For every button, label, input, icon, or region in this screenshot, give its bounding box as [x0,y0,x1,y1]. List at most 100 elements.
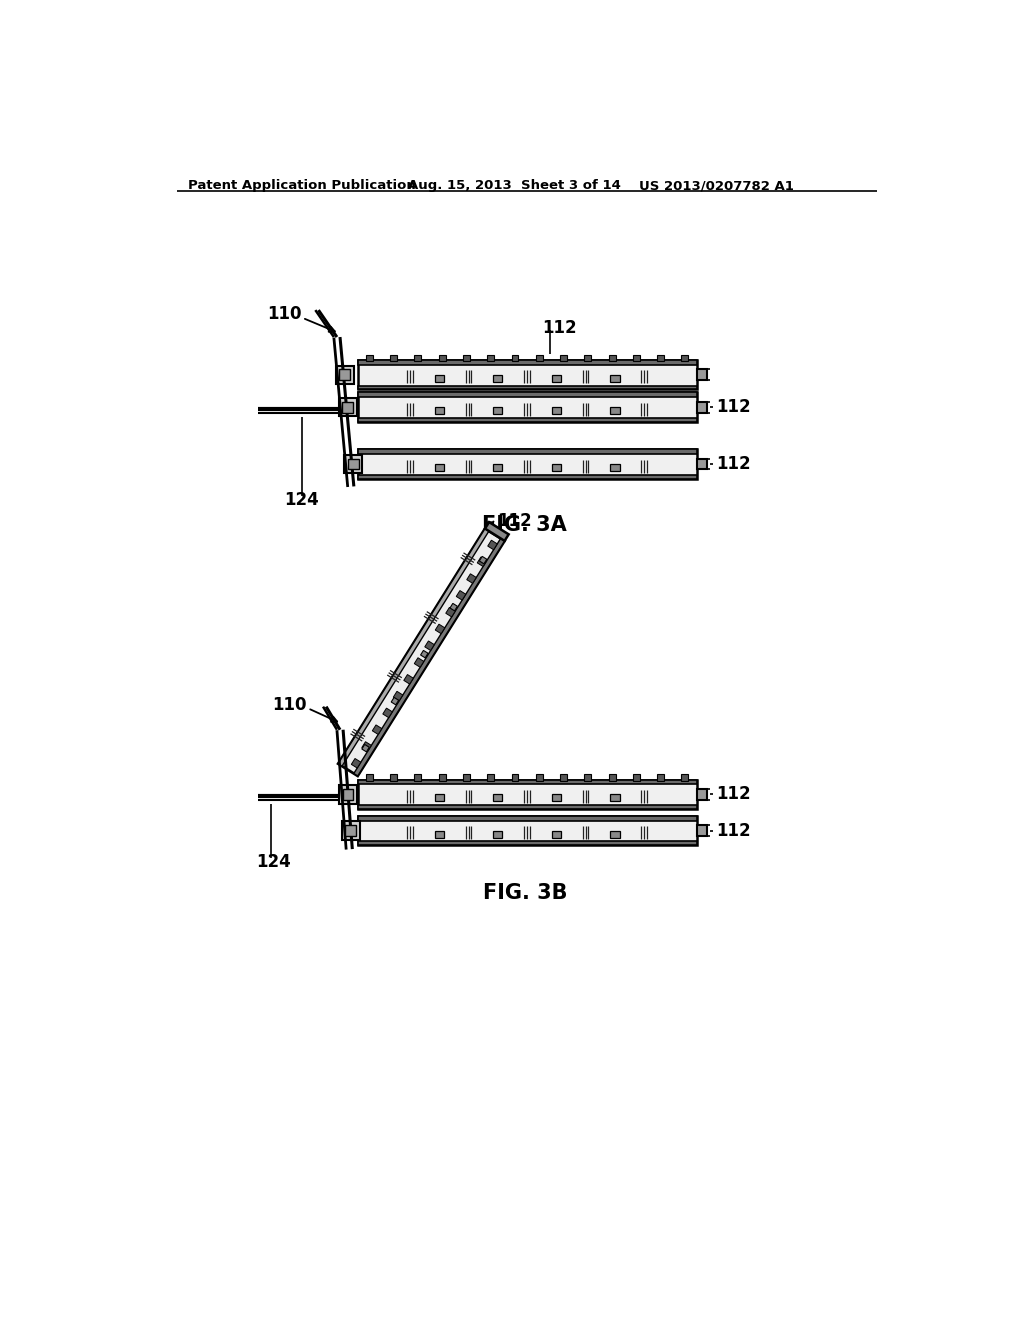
Bar [339,785,357,804]
Text: 112: 112 [716,785,751,804]
Bar [438,775,445,780]
Bar [340,370,350,380]
Bar [357,780,696,784]
Bar [494,465,503,471]
Bar [357,449,696,479]
Bar [608,355,615,360]
Polygon shape [338,528,488,766]
Bar [696,789,708,800]
Bar [633,355,640,360]
Bar [435,375,444,381]
Bar [357,780,696,809]
Text: Aug. 15, 2013  Sheet 3 of 14: Aug. 15, 2013 Sheet 3 of 14 [408,180,621,193]
Bar [366,355,373,360]
Bar [342,821,360,840]
Bar [415,355,421,360]
Bar [610,465,620,471]
Bar [357,475,696,479]
Bar [390,775,397,780]
Bar [657,775,665,780]
Text: FIG. 3A: FIG. 3A [482,515,567,535]
Polygon shape [415,657,424,668]
Bar [585,355,591,360]
Text: 112: 112 [716,821,751,840]
Bar [610,795,620,801]
Bar [342,401,353,412]
Bar [339,397,357,416]
Bar [610,375,620,381]
Bar [494,830,503,837]
Bar [512,775,518,780]
Bar [633,775,640,780]
Bar [357,392,696,422]
Bar [536,775,543,780]
Bar [357,360,696,389]
Bar [610,407,620,414]
Bar [435,407,444,414]
Bar [357,816,696,845]
Text: US 2013/0207782 A1: US 2013/0207782 A1 [639,180,794,193]
Bar [657,355,665,360]
Bar [345,825,356,836]
Bar [390,355,397,360]
Text: FIG. 3B: FIG. 3B [482,883,567,903]
Polygon shape [479,556,486,564]
Bar [608,775,615,780]
Polygon shape [361,744,370,752]
Text: 112: 112 [498,512,532,529]
Polygon shape [383,708,392,718]
Bar [560,355,567,360]
Bar [494,795,503,801]
Bar [512,355,518,360]
Bar [435,830,444,837]
Bar [696,401,708,412]
Polygon shape [445,607,456,616]
Bar [357,450,696,454]
Polygon shape [435,624,444,634]
Bar [366,775,373,780]
Bar [357,841,696,845]
Polygon shape [338,528,505,776]
Text: 110: 110 [267,305,302,323]
Bar [494,375,503,381]
Text: 112: 112 [543,319,578,337]
Bar [438,355,445,360]
Bar [610,830,620,837]
Bar [357,392,696,397]
Bar [536,355,543,360]
Bar [357,816,696,821]
Polygon shape [361,742,372,751]
Bar [343,789,353,800]
Bar [696,459,708,470]
Polygon shape [467,574,476,583]
Bar [552,830,561,837]
Polygon shape [450,603,458,611]
Bar [585,775,591,780]
Bar [494,407,503,414]
Bar [435,465,444,471]
Bar [357,360,696,364]
Bar [435,795,444,801]
Text: 112: 112 [716,455,751,473]
Text: 110: 110 [272,696,307,714]
Bar [357,418,696,422]
Polygon shape [393,692,402,701]
Text: 124: 124 [285,491,319,510]
Polygon shape [421,651,428,657]
Bar [357,805,696,809]
Bar [415,775,421,780]
Bar [357,385,696,389]
Text: 112: 112 [716,399,751,416]
Bar [344,455,362,474]
Polygon shape [425,642,434,651]
Polygon shape [485,523,509,541]
Bar [463,355,470,360]
Bar [696,370,708,380]
Text: 124: 124 [256,853,291,871]
Text: Patent Application Publication: Patent Application Publication [188,180,416,193]
Bar [336,366,354,384]
Polygon shape [373,725,382,734]
Polygon shape [351,759,360,768]
Bar [487,775,495,780]
Bar [682,775,688,780]
